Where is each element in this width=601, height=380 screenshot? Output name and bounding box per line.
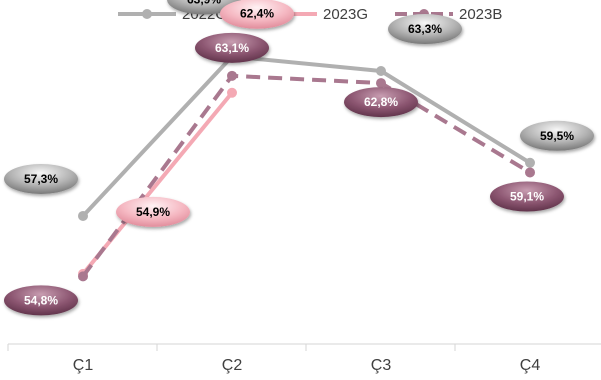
data-label-text: 59,1% [510, 189, 544, 203]
series-line-2023g [81, 91, 234, 276]
x-axis: Ç1 Ç2 Ç3 Ç4 [7, 343, 601, 374]
data-label-bubble [490, 181, 564, 212]
legend-label-2023g: 2023G [323, 6, 368, 23]
data-point-2023b-4 [525, 167, 535, 178]
x-tick-label-q1: Ç1 [73, 357, 94, 374]
data-label-bubble [220, 0, 294, 29]
data-label-2023b-1: 54,8% [4, 285, 78, 316]
data-label-bubble [344, 87, 418, 118]
legend-marker-2022g [142, 9, 152, 19]
data-label-bubble [4, 163, 78, 194]
data-label-text: 63,3% [408, 22, 442, 36]
x-tick-label-q3: Ç3 [371, 357, 392, 374]
data-label-2022g-4: 59,5% [520, 120, 594, 151]
data-label-2022g-1: 57,3% [4, 163, 78, 194]
data-label-text: 54,8% [24, 293, 58, 307]
data-point-2023b-1 [78, 271, 88, 282]
data-point-2023b-3 [376, 78, 386, 89]
data-label-bubble [520, 120, 594, 151]
series-line-2023b [81, 73, 532, 278]
data-label-text: 54,9% [136, 205, 170, 219]
series-line-2022g [81, 54, 532, 218]
data-label-2023g-1: 54,9% [116, 196, 190, 227]
data-label-text: 63,9% [187, 0, 221, 6]
data-label-2023b-4: 59,1% [490, 181, 564, 212]
data-label-text: 62,4% [240, 7, 274, 21]
data-point-2023b-2 [227, 70, 237, 81]
data-point-2023g-2 [227, 87, 237, 98]
data-point-2022g-4 [525, 157, 535, 168]
data-point-2022g-1 [78, 210, 88, 221]
data-point-2022g-3 [376, 65, 386, 76]
data-label-text: 57,3% [24, 172, 58, 186]
data-label-text: 59,5% [540, 129, 574, 143]
legend-label-2023b: 2023B [459, 6, 502, 23]
data-label-bubble [388, 13, 462, 44]
data-label-bubble [116, 196, 190, 227]
data-label-text: 63,1% [215, 41, 249, 55]
data-label-2023b-3: 62,8% [344, 87, 418, 118]
data-label-text: 62,8% [364, 95, 398, 109]
data-label-2023g-2: 62,4% [220, 0, 294, 29]
data-label-2022g-3: 63,3% [388, 13, 462, 44]
data-label-bubble [4, 285, 78, 316]
x-tick-label-q4: Ç4 [520, 357, 541, 374]
x-tick-label-q2: Ç2 [222, 357, 243, 374]
plot-area: 57,3% 63,9% 63,3% 59,5% 54,9% 62,4% 54,8% 63,1%… [4, 0, 594, 316]
data-label-bubble [195, 32, 269, 63]
data-label-2023b-2: 63,1% [195, 32, 269, 63]
